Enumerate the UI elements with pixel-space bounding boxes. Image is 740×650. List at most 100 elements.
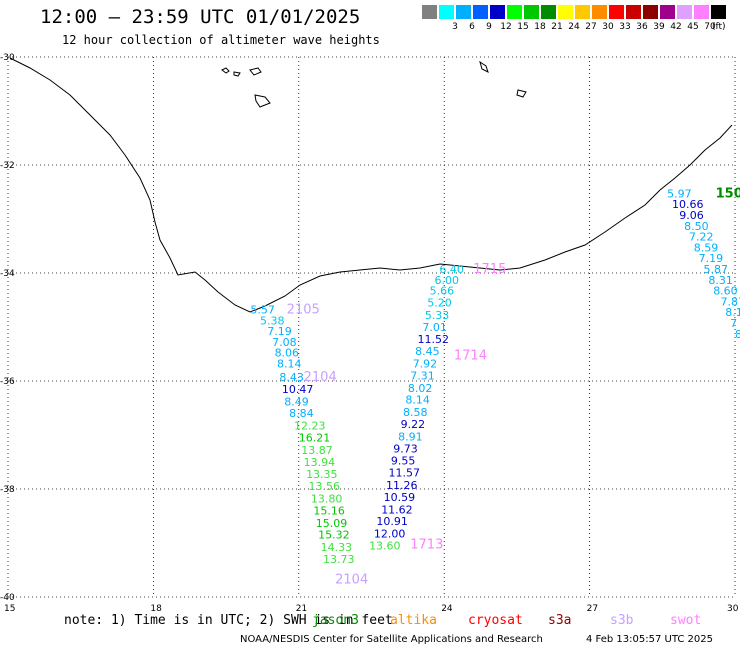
island <box>249 67 262 76</box>
legend-label: 70 <box>704 22 716 32</box>
pass-time-label: 2105 <box>287 303 320 318</box>
swh-value: 15.16 <box>313 504 345 517</box>
map-title: 12:00 — 23:59 UTC 01/01/2025 <box>40 6 361 28</box>
legend-label: 6 <box>469 22 475 32</box>
swh-value: 9.22 <box>401 418 426 431</box>
swh-value: 5.87 <box>703 263 728 276</box>
legend-label: 9 <box>486 22 492 32</box>
legend-swatch <box>473 5 488 19</box>
swh-value: 7.19 <box>267 325 292 338</box>
x-tick-label: 27 <box>587 604 598 614</box>
swh-value: 8.60 <box>713 285 738 298</box>
y-tick-label: -38 <box>0 485 15 495</box>
x-tick-label: 24 <box>441 604 453 614</box>
swh-value: 8.1 <box>725 306 740 319</box>
legend-unit: (ft) <box>712 22 726 32</box>
swh-value: 8.06 <box>275 347 300 360</box>
x-tick-label: 30 <box>727 604 739 614</box>
y-tick-label: -32 <box>0 161 15 171</box>
swh-value: 7.22 <box>689 231 714 244</box>
x-tick-label: 21 <box>296 604 307 614</box>
swh-value: 7.31 <box>410 369 435 382</box>
swh-value: 9.55 <box>391 455 416 468</box>
legend-label: 45 <box>687 22 699 32</box>
swh-value: 7.19 <box>699 252 724 265</box>
swh-value: 5.57 <box>250 304 274 317</box>
legend-label: 30 <box>602 22 614 32</box>
legend-swatch <box>609 5 624 19</box>
y-tick-label: -40 <box>0 593 15 603</box>
legend-swatch <box>439 5 454 19</box>
swh-value: 8.58 <box>403 406 428 419</box>
swh-value: 10.59 <box>384 491 416 504</box>
satellite-name: s3b <box>610 613 634 628</box>
map-subtitle: 12 hour collection of altimeter wave hei… <box>62 33 380 47</box>
swh-value: 5.33 <box>425 309 450 322</box>
lat-lon-grid <box>7 56 736 598</box>
swh-value: 8.14 <box>405 394 430 407</box>
coastline <box>9 57 733 313</box>
swh-value: 7.87 <box>720 295 740 308</box>
legend-swatch <box>694 5 709 19</box>
legend-label: 18 <box>534 22 546 32</box>
y-tick-label: -30 <box>0 53 15 63</box>
swh-value: 8 <box>735 328 740 341</box>
swh-value: 11.57 <box>388 467 420 480</box>
swh-value: 11.26 <box>386 479 418 492</box>
swh-value: 8.02 <box>408 382 433 395</box>
swh-value: 7.08 <box>272 336 297 349</box>
swh-value: 13.73 <box>323 553 355 566</box>
swh-value: 11.52 <box>418 333 450 346</box>
pass-time-label: 2104 <box>335 573 368 588</box>
legend-swatch <box>422 5 437 19</box>
swh-value: 8.43 <box>279 371 304 384</box>
swh-value: 9.73 <box>393 442 418 455</box>
swh-value: 10.66 <box>672 198 704 211</box>
legend-label: 42 <box>670 22 682 32</box>
swh-value: 7.92 <box>413 358 438 371</box>
legend-swatch <box>711 5 726 19</box>
credit-text: NOAA/NESDIS Center for Satellite Applica… <box>240 634 543 645</box>
legend-label: 21 <box>551 22 563 32</box>
satellite-name: altika <box>390 613 437 628</box>
generated-timestamp: 4 Feb 13:05:57 UTC 2025 <box>586 634 713 645</box>
swh-value: 13.80 <box>311 493 343 506</box>
swh-value: 7 <box>730 317 737 330</box>
swh-value: 5.66 <box>430 285 455 298</box>
swh-value: 10.91 <box>376 515 408 528</box>
legend-label: 24 <box>568 22 580 32</box>
legend-label: 15 <box>517 22 529 32</box>
legend-swatch <box>643 5 658 19</box>
satellite-name: jason3 <box>312 613 359 628</box>
swh-value: 8.91 <box>398 430 423 443</box>
legend-swatch <box>490 5 505 19</box>
swh-value: 12.00 <box>374 528 406 541</box>
swh-value: 8.49 <box>284 395 309 408</box>
pass-time-label: 1715 <box>473 262 506 277</box>
swh-value: 8.59 <box>694 241 719 254</box>
swh-value: 15.09 <box>316 517 348 530</box>
swh-value: 9.06 <box>679 209 704 222</box>
swh-value: 6.40 <box>439 263 464 276</box>
legend-swatch <box>677 5 692 19</box>
swh-value: 13.56 <box>308 480 340 493</box>
island <box>479 60 489 73</box>
legend-swatch <box>575 5 590 19</box>
swh-value: 13.87 <box>301 444 333 457</box>
swh-value: 15.32 <box>318 529 350 542</box>
swh-value: 12.23 <box>294 420 326 433</box>
swh-value: 8.31 <box>708 274 733 287</box>
legend-label: 27 <box>585 22 597 32</box>
legend-label: 12 <box>500 22 512 32</box>
legend-swatch <box>626 5 641 19</box>
satellite-name: swot <box>670 613 702 628</box>
swh-value: 8.50 <box>684 220 709 233</box>
island <box>233 71 241 77</box>
axis-ticks: 15 18 21 24 27 30 -30 -32 -34 -36 -38 -40 <box>0 53 739 614</box>
swh-value: 14.33 <box>321 541 353 554</box>
legend-swatch <box>541 5 556 19</box>
pass-time-label: 1713 <box>410 537 443 552</box>
legend-swatch <box>524 5 539 19</box>
satellite-name: cryosat <box>468 613 523 628</box>
